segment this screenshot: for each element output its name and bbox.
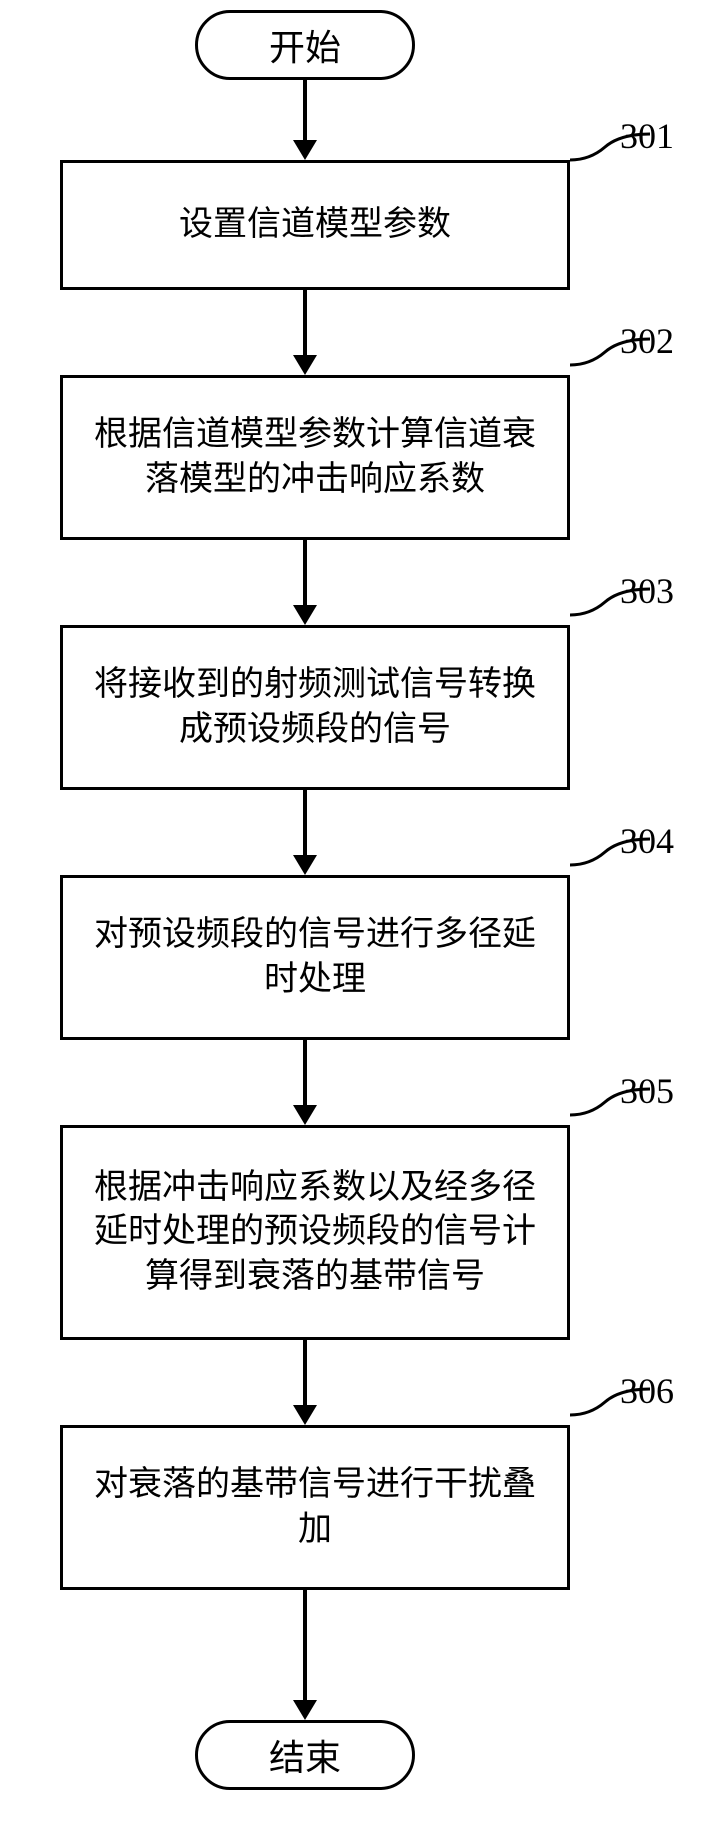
arrowhead-end (293, 1700, 317, 1720)
process-305-text: 根据冲击响应系数以及经多径延时处理的预设频段的信号计算得到衰落的基带信号 (83, 1166, 547, 1299)
process-303-text: 将接收到的射频测试信号转换成预设频段的信号 (83, 663, 547, 751)
flowchart-container: 开始 301 设置信道模型参数 302 根据信道模型参数计算信道衰落模型的冲击响… (0, 0, 718, 1823)
start-label: 开始 (269, 19, 341, 71)
process-304: 对预设频段的信号进行多径延时处理 (60, 875, 570, 1040)
arrowhead-301 (293, 140, 317, 160)
edge-301-302 (303, 290, 307, 355)
bracket-303 (570, 587, 660, 627)
edge-304-305 (303, 1040, 307, 1105)
process-302: 根据信道模型参数计算信道衰落模型的冲击响应系数 (60, 375, 570, 540)
bracket-301 (570, 132, 660, 172)
edge-306-end (303, 1590, 307, 1700)
process-304-text: 对预设频段的信号进行多径延时处理 (83, 913, 547, 1001)
edge-302-303 (303, 540, 307, 605)
process-306: 对衰落的基带信号进行干扰叠加 (60, 1425, 570, 1590)
process-302-text: 根据信道模型参数计算信道衰落模型的冲击响应系数 (83, 413, 547, 501)
arrowhead-303 (293, 605, 317, 625)
arrowhead-306 (293, 1405, 317, 1425)
process-301-text: 设置信道模型参数 (179, 203, 451, 247)
edge-start-301 (303, 80, 307, 140)
end-label: 结束 (269, 1729, 341, 1781)
bracket-302 (570, 337, 660, 377)
process-303: 将接收到的射频测试信号转换成预设频段的信号 (60, 625, 570, 790)
process-306-text: 对衰落的基带信号进行干扰叠加 (83, 1463, 547, 1551)
bracket-305 (570, 1087, 660, 1127)
bracket-306 (570, 1387, 660, 1427)
bracket-304 (570, 837, 660, 877)
arrowhead-305 (293, 1105, 317, 1125)
edge-305-306 (303, 1340, 307, 1405)
process-301: 设置信道模型参数 (60, 160, 570, 290)
process-305: 根据冲击响应系数以及经多径延时处理的预设频段的信号计算得到衰落的基带信号 (60, 1125, 570, 1340)
end-node: 结束 (195, 1720, 415, 1790)
edge-303-304 (303, 790, 307, 855)
start-node: 开始 (195, 10, 415, 80)
arrowhead-302 (293, 355, 317, 375)
arrowhead-304 (293, 855, 317, 875)
